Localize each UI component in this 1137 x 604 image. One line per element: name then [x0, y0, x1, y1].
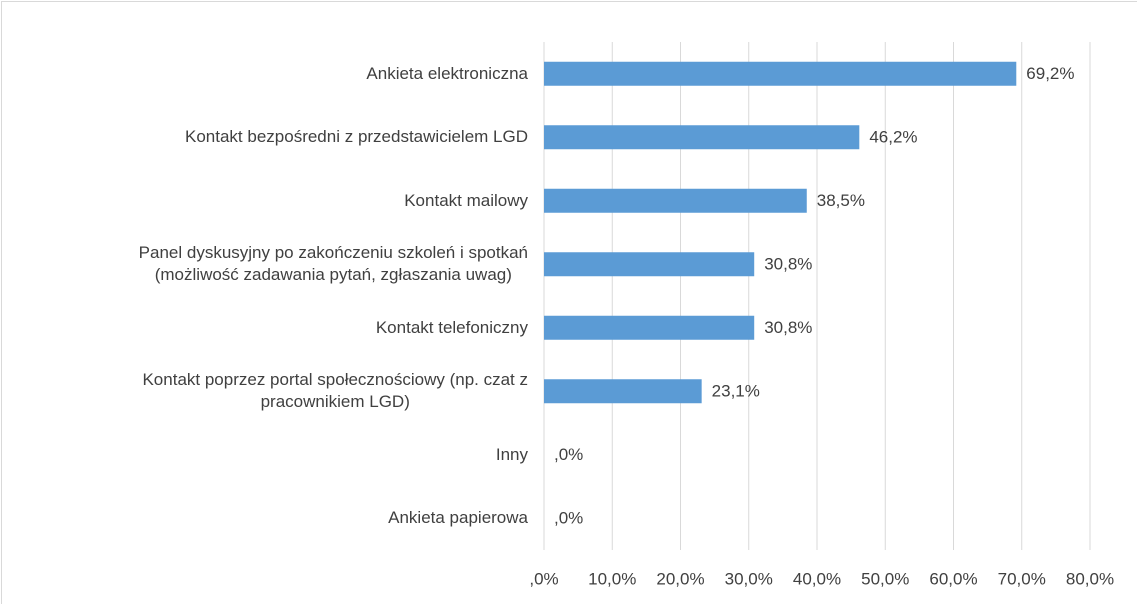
x-tick-label: 80,0%: [1066, 569, 1114, 588]
category-label: Kontakt mailowy: [404, 190, 528, 210]
value-label: 30,8%: [764, 255, 812, 274]
category-label: Ankieta papierowa: [388, 508, 528, 528]
x-tick-label: 40,0%: [793, 569, 841, 588]
x-tick-label: 60,0%: [929, 569, 977, 588]
category-label: Kontakt bezpośredni z przedstawicielem L…: [185, 127, 528, 147]
value-label: 46,2%: [869, 128, 917, 147]
category-label: Kontakt poprzez portal społecznościowy (…: [142, 370, 528, 412]
category-label: Kontakt telefoniczny: [375, 317, 528, 337]
bar: [544, 125, 860, 150]
value-label: ,0%: [554, 445, 583, 464]
category-label: Ankieta elektroniczna: [366, 63, 528, 83]
value-label: 23,1%: [712, 382, 760, 401]
bar: [544, 315, 755, 340]
value-label: 38,5%: [817, 191, 865, 210]
category-label: Panel dyskusyjny po zakończeniu szkoleń …: [138, 243, 528, 285]
value-label: 30,8%: [764, 318, 812, 337]
x-tick-label: 10,0%: [588, 569, 636, 588]
category-label: Inny: [495, 444, 528, 464]
value-label: 69,2%: [1026, 64, 1074, 83]
bar: [544, 188, 807, 213]
bar: [544, 61, 1017, 86]
bar: [544, 252, 755, 277]
x-tick-label: 50,0%: [861, 569, 909, 588]
x-tick-label: 20,0%: [656, 569, 704, 588]
x-tick-label: 70,0%: [998, 569, 1046, 588]
x-tick-label: 30,0%: [725, 569, 773, 588]
bar: [544, 379, 702, 404]
x-tick-label: ,0%: [529, 569, 558, 588]
value-label: ,0%: [554, 509, 583, 528]
